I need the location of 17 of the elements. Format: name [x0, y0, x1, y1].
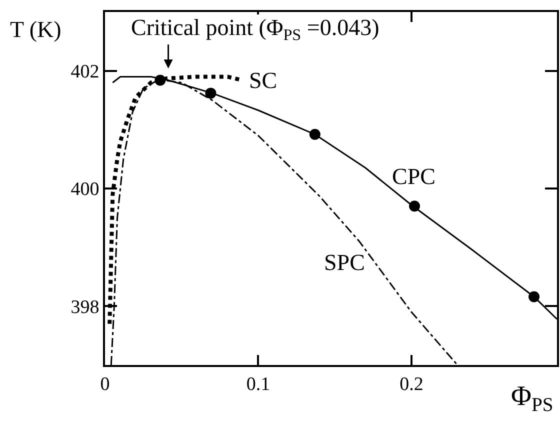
x-axis-title: Φ$_{PS}$ — [511, 381, 554, 416]
y-axis-title: T (K) — [10, 17, 62, 42]
y-tick-label: 400 — [70, 179, 100, 200]
annotation: Critical point (Φ$_{PS}$ =0.043) — [131, 15, 380, 44]
point — [528, 291, 540, 302]
annotation: SPC — [324, 250, 365, 275]
y-tick-label: 398 — [70, 296, 100, 318]
point — [205, 88, 216, 99]
annotation: SC — [249, 68, 278, 93]
x-tick-label: 0.2 — [400, 374, 424, 395]
point — [154, 74, 166, 86]
y-tick-label: 402 — [70, 61, 100, 82]
point — [309, 128, 320, 140]
annotation: CPC — [392, 164, 436, 189]
x-tick-label: 0 — [100, 374, 110, 395]
x-tick-label: 0.1 — [246, 374, 270, 395]
point — [409, 200, 420, 212]
